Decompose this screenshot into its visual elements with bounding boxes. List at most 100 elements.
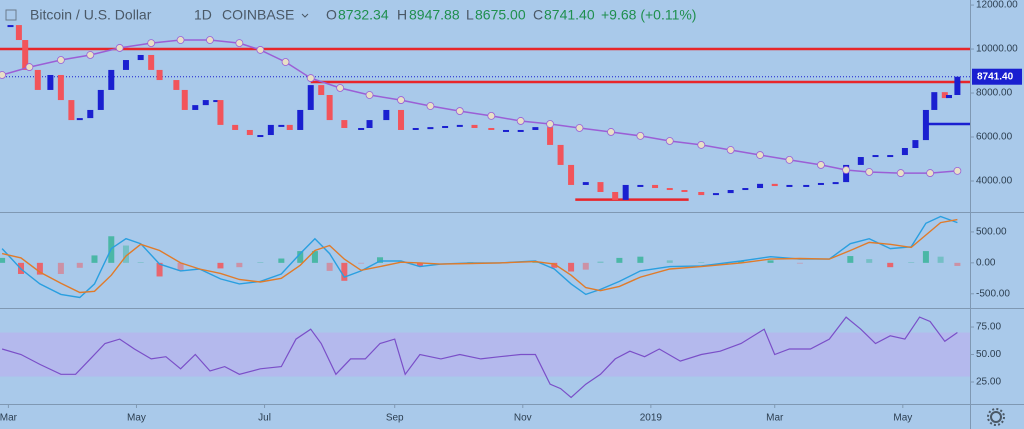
- candle: [22, 40, 29, 70]
- histogram-bar: [137, 262, 144, 263]
- candle: [488, 127, 495, 130]
- moving-average-dot: [86, 51, 95, 59]
- candle: [318, 85, 325, 96]
- moving-average-dot: [697, 141, 706, 149]
- histogram-bar: [738, 260, 745, 263]
- change-value: +9.68 (+0.11%): [601, 7, 696, 23]
- moving-average-dot: [726, 146, 735, 154]
- histogram-bar: [0, 257, 6, 263]
- moving-average-dot: [365, 91, 374, 99]
- candle: [456, 124, 463, 127]
- x-tick-label: Sep: [386, 413, 404, 424]
- candle: [612, 191, 619, 200]
- moving-average-dot: [281, 58, 290, 66]
- candle: [666, 188, 673, 191]
- candle: [76, 118, 83, 121]
- y-tick-label: 4000.00: [976, 176, 1013, 187]
- candle: [286, 124, 293, 130]
- candle: [912, 140, 919, 149]
- moving-average-dot: [176, 36, 185, 44]
- close-value: 8741.40: [544, 7, 595, 23]
- histogram-bar: [767, 260, 774, 263]
- moving-average-dot: [953, 166, 962, 175]
- moving-average-dot: [256, 46, 265, 54]
- y-tick-label: 10000.00: [976, 44, 1018, 55]
- histogram-bar: [377, 257, 384, 263]
- candle: [771, 183, 778, 187]
- histogram-bar: [297, 251, 304, 263]
- candle: [712, 193, 719, 196]
- histogram-bar: [326, 262, 333, 271]
- histogram-bar: [341, 262, 348, 281]
- candle: [946, 95, 953, 99]
- histogram-bar: [278, 258, 285, 263]
- close-label: C: [533, 7, 543, 23]
- histogram-bar: [122, 245, 129, 263]
- histogram-bar: [922, 251, 929, 263]
- rsi-band: [0, 332, 970, 377]
- symbol: Bitcoin / U.S. Dollar: [30, 7, 152, 23]
- candle: [532, 127, 539, 130]
- candle: [341, 120, 348, 128]
- candle: [622, 184, 629, 200]
- dropdown-chevron[interactable]: [301, 13, 309, 18]
- moving-average-dot: [25, 63, 34, 71]
- moving-average-dot: [336, 84, 345, 92]
- moving-average-dot: [575, 124, 584, 132]
- high-value: 8947.88: [409, 7, 460, 23]
- low-value: 8675.00: [475, 7, 526, 23]
- histogram-bar: [177, 262, 184, 271]
- histogram-bar: [847, 256, 854, 263]
- candle: [398, 109, 405, 130]
- candle: [47, 74, 54, 90]
- last-price-tag: [972, 68, 1022, 85]
- candle: [471, 124, 478, 128]
- candle: [597, 182, 604, 192]
- x-tick-label: Mar: [766, 413, 784, 424]
- moving-average-dot: [636, 132, 645, 140]
- candle: [857, 157, 864, 165]
- candle: [267, 124, 274, 136]
- x-tick-label: Mar: [0, 413, 18, 424]
- rsi-line: [1, 316, 958, 399]
- histogram-bar: [698, 262, 705, 263]
- moving-average-dot: [426, 102, 435, 110]
- candle: [7, 25, 14, 28]
- histogram-bar: [866, 259, 873, 263]
- moving-average-dot: [147, 39, 156, 48]
- histogram-bar: [156, 262, 163, 277]
- histogram-bar: [887, 262, 894, 268]
- last-price-label: 8741.40: [977, 71, 1014, 82]
- moving-average-dot: [397, 96, 405, 104]
- x-tick-label: May: [127, 413, 146, 424]
- candle: [173, 80, 180, 90]
- candle: [832, 182, 839, 185]
- y-tick-label: 50.00: [976, 349, 1001, 360]
- candle: [297, 109, 304, 130]
- candle: [213, 100, 220, 103]
- gear-ring[interactable]: [990, 411, 1002, 423]
- histogram-bar: [57, 262, 64, 274]
- histogram-bar: [236, 262, 243, 268]
- candle: [517, 129, 524, 132]
- x-tick-label: Jul: [258, 413, 271, 424]
- moving-average-dot: [926, 169, 935, 177]
- candle: [698, 191, 705, 196]
- histogram-bar: [908, 262, 915, 263]
- candle: [15, 25, 22, 41]
- gear-teeth[interactable]: [987, 408, 1005, 426]
- settings-gear[interactable]: [987, 408, 1005, 426]
- candle: [887, 155, 894, 158]
- candle: [872, 155, 879, 158]
- collapse-icon[interactable]: [5, 9, 17, 21]
- candle: [57, 74, 64, 101]
- moving-average-dot: [206, 36, 214, 44]
- candle: [137, 54, 144, 61]
- histogram-bar: [217, 262, 224, 269]
- moving-average-dot: [487, 111, 496, 120]
- candle: [307, 85, 314, 110]
- moving-average-dot: [0, 71, 6, 79]
- histogram-bar: [616, 257, 623, 263]
- candle: [681, 190, 688, 193]
